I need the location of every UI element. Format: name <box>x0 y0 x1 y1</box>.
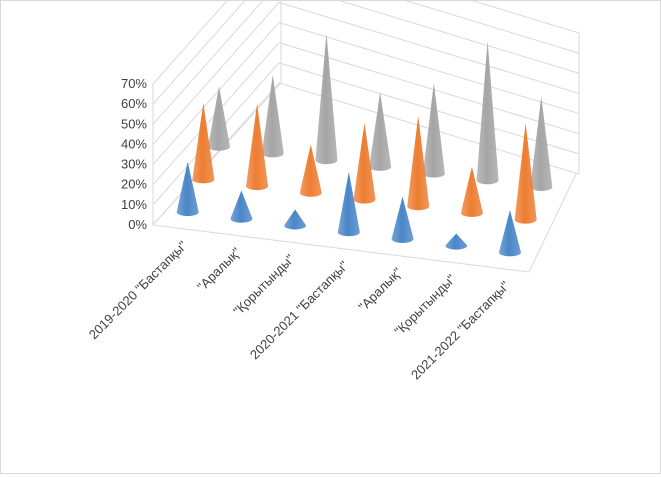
y-tick-label: 50% <box>121 116 147 131</box>
data-cone <box>299 144 322 197</box>
y-axis-tick-labels: 0% 10% 20% 30% 40% 50% 60% 70% <box>121 76 147 232</box>
x-tick-label: 2020-2021 "Бастапқы" <box>247 258 351 362</box>
gridline <box>152 0 580 105</box>
data-cone <box>530 96 553 191</box>
x-tick-label: "Қорытынды" <box>230 251 297 318</box>
x-tick-label: 2021-2022 "Бастапқы" <box>408 278 512 382</box>
y-tick-label: 20% <box>121 177 147 192</box>
data-cone <box>445 233 468 250</box>
x-tick-label: "Аралық" <box>355 264 405 314</box>
y-tick-label: 0% <box>128 217 147 232</box>
gridline <box>152 62 580 206</box>
data-cone <box>261 74 284 158</box>
y-tick-label: 10% <box>121 197 147 212</box>
data-cone <box>353 122 376 204</box>
gridline <box>152 0 580 125</box>
floor-edge <box>152 173 577 273</box>
data-cone <box>460 166 483 217</box>
data-cone <box>476 41 499 185</box>
data-cone <box>246 103 269 191</box>
data-cone <box>284 209 307 230</box>
y-tick-label: 60% <box>121 96 147 111</box>
x-tick-label: "Қорытынды" <box>391 271 458 338</box>
data-cones <box>176 33 553 257</box>
data-cone <box>337 171 360 237</box>
data-cone <box>422 82 445 178</box>
gridlines <box>152 0 580 226</box>
data-cone <box>407 115 430 211</box>
gridline <box>152 0 580 85</box>
data-cone <box>391 196 414 243</box>
y-tick-label: 30% <box>121 157 147 172</box>
gridline <box>152 1 580 145</box>
data-cone <box>315 33 338 165</box>
data-cone <box>514 122 537 224</box>
data-cone <box>369 92 392 171</box>
x-tick-label: 2019-2020 "Бастапқы" <box>86 238 190 342</box>
y-tick-label: 70% <box>121 76 147 91</box>
gridline <box>152 21 580 165</box>
gridline <box>152 42 580 186</box>
data-cone <box>208 86 231 151</box>
data-cone <box>498 210 521 257</box>
data-cone <box>230 190 253 223</box>
data-cone <box>176 161 199 217</box>
x-axis-tick-labels: 2019-2020 "Бастапқы" "Аралық""Қорытынды"2… <box>86 238 513 383</box>
x-tick-label: "Аралық" <box>194 244 244 294</box>
y-tick-label: 40% <box>121 136 147 151</box>
data-cone <box>192 102 215 184</box>
